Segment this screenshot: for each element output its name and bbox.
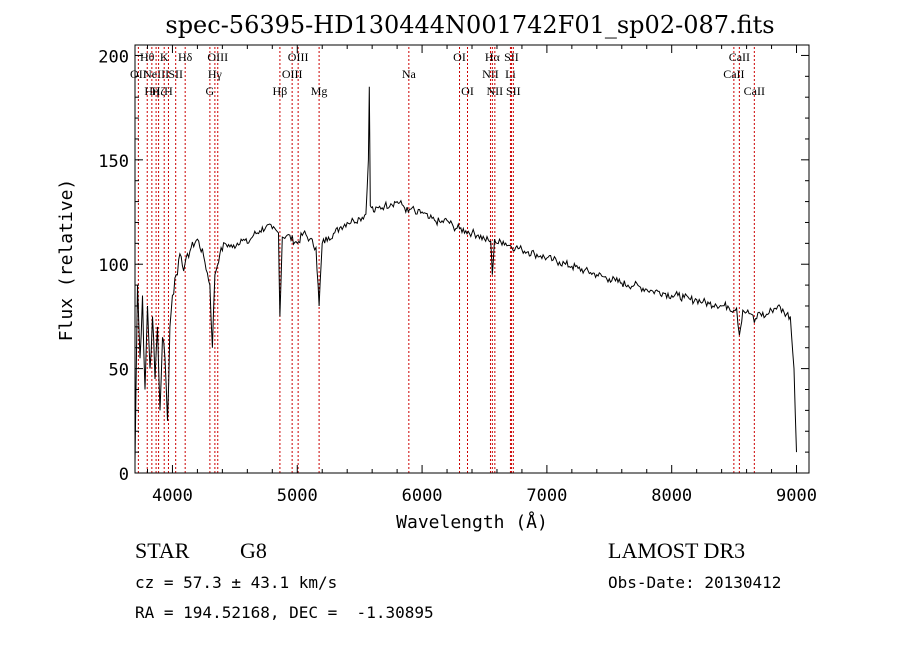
marker-label-18: OI <box>461 84 474 98</box>
x-tick-label-1: 5000 <box>277 486 318 506</box>
x-axis: 4000 5000 6000 7000 8000 9000 <box>146 45 817 506</box>
marker-label-13: OIII <box>282 67 303 81</box>
survey-name: LAMOST DR3 <box>608 538 746 563</box>
plot-frame <box>134 44 810 474</box>
x-tick-label-2: 6000 <box>402 486 443 506</box>
marker-label-23: SII <box>504 50 519 64</box>
y-tick-label-2: 100 <box>98 256 129 276</box>
marker-label-2: Hη <box>144 84 159 98</box>
line-markers: OII Hθ Hη NeIII Hζ K H SII Hδ G Hγ OIII Hβ OIII OIII Mg… <box>130 45 765 473</box>
marker-label-27: CaII <box>744 84 765 98</box>
marker-label-10: Hγ <box>208 67 223 81</box>
y-axis-label: Flux (relative) <box>56 179 77 342</box>
marker-label-24: SII <box>506 84 521 98</box>
marker-label-25: CaII <box>723 67 744 81</box>
marker-label-5: K <box>160 50 169 64</box>
marker-label-15: Mg <box>311 84 328 98</box>
chart-title: spec-56395-HD130444N001742F01_sp02-087.f… <box>165 11 774 39</box>
y-tick-label-1: 50 <box>109 361 129 381</box>
x-tick-label-3: 7000 <box>526 486 567 506</box>
x-tick-label-5: 9000 <box>776 486 817 506</box>
y-tick-label-3: 150 <box>98 152 129 172</box>
x-tick-label-4: 8000 <box>651 486 692 506</box>
coordinates: RA = 194.52168, DEC = -1.30895 <box>135 603 434 622</box>
marker-label-12: Hβ <box>273 84 288 98</box>
marker-label-21: NII <box>487 84 504 98</box>
flux-series <box>134 86 797 463</box>
marker-label-26: CaII <box>729 50 750 64</box>
marker-label-0: OII <box>130 67 147 81</box>
marker-label-14: OIII <box>288 50 309 64</box>
y-tick-label-0: 0 <box>119 465 129 485</box>
marker-label-19: NII <box>482 67 499 81</box>
marker-label-16: Na <box>402 67 417 81</box>
marker-label-9: G <box>206 84 215 98</box>
marker-label-8: Hδ <box>178 50 193 64</box>
marker-label-20: Hα <box>485 50 501 64</box>
marker-label-6: H <box>164 84 173 98</box>
object-class: STAR <box>135 538 190 563</box>
marker-label-7: SII <box>168 67 183 81</box>
marker-label-11: OIII <box>207 50 228 64</box>
marker-label-22: Li <box>505 67 516 81</box>
x-tick-label-0: 4000 <box>152 486 193 506</box>
x-axis-label: Wavelength (Å) <box>396 511 548 533</box>
marker-label-1: Hθ <box>140 50 155 64</box>
marker-label-3: NeIII <box>143 67 169 81</box>
object-subclass: G8 <box>240 538 267 563</box>
marker-label-17: OI <box>453 50 466 64</box>
redshift-text: cz = 57.3 ± 43.1 km/s <box>135 573 338 592</box>
y-tick-label-4: 200 <box>98 47 129 67</box>
obs-date: Obs-Date: 20130412 <box>608 573 782 592</box>
y-axis: 0 50 100 150 200 <box>98 47 809 485</box>
marker-label-4: Hζ <box>152 84 166 98</box>
